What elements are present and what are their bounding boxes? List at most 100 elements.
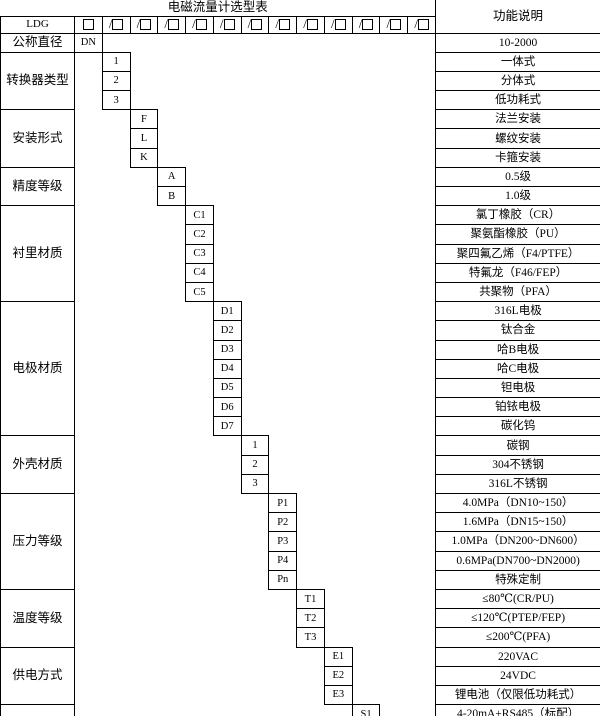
description-cell: 1.0MPa（DN200~DN600） [435,531,600,552]
code-slot-7[interactable]: / [268,15,298,34]
spacer-cell [74,71,103,91]
row-label: 压力等级 [0,493,75,590]
spacer-cell [241,359,435,378]
row-label: 公称直径 [0,32,75,53]
code-cell: C5 [185,281,214,303]
table-row: P2 1.6MPa（DN15~150） [1,512,600,533]
spacer-cell [74,435,242,456]
code-cell: E1 [323,646,353,667]
description-cell: 聚四氟乙烯（F4/PTFE） [435,244,600,264]
code-slot-4[interactable]: / [185,15,214,34]
code-slot-5[interactable]: / [212,15,242,34]
table-row: 供电方式 E1 220VAC [0,646,600,706]
spacer-cell [213,206,435,225]
spacer-cell [74,340,214,360]
description-cell: 1.6MPa（DN15~150） [435,512,600,533]
spacer-cell [130,71,436,90]
code-slot-11[interactable]: / [379,15,409,34]
code-cell: E3 [323,684,353,706]
code-slot-1[interactable]: / [101,15,131,34]
row-label: 温度等级 [0,589,75,648]
code-slot-9[interactable]: / [323,15,353,34]
code-cell: T3 [296,627,325,648]
spacer-cell [74,551,270,571]
square-box-icon [334,19,346,30]
code-cell: D1 [212,301,242,322]
slash-icon: / [358,16,363,31]
table-row: T3 ≤200℃(PFA) [1,627,600,648]
code-cell: T1 [296,588,325,610]
table-row: 3 低功耗式 [1,90,600,111]
table-row: C3 聚四氟乙烯（F4/PTFE） [1,243,600,264]
spacer-cell [213,225,435,244]
spacer-cell [74,205,187,225]
description-cell: 316L不锈钢 [435,474,600,495]
spacer-cell [74,416,214,436]
description-cell: 哈C电极 [435,359,600,379]
code-cell: D7 [212,416,242,437]
spacer-cell [241,398,435,417]
spacer-cell [324,609,435,628]
table-row: P3 1.0MPa（DN200~DN600） [1,531,600,552]
description-cell: 24VDC [435,666,600,686]
code-slot-0[interactable] [74,15,103,34]
table-row: 2 分体式 [1,70,600,92]
description-cell: ≤200℃(PFA) [435,627,600,648]
code-slot-2[interactable]: / [129,15,159,34]
description-cell: 卡箍安装 [435,148,600,168]
spacer-cell [130,52,436,71]
description-cell: 碳化钨 [435,416,600,437]
spacer-cell [297,513,436,532]
table-row: 信号输出 S1 4-20mA+RS485（标配） [0,704,600,716]
description-cell: 0.5级 [435,167,600,188]
table-row: D4 哈C电极 [1,358,600,379]
code-slot-10[interactable]: / [351,15,381,34]
row-label: 精度等级 [0,167,75,207]
description-cell: 低功耗式 [435,90,600,111]
description-cell: 特氟龙（F46/FEP） [435,263,600,283]
square-box-icon [195,19,207,30]
spacer-cell [74,148,131,168]
code-cell: DN [74,32,103,53]
spacer-cell [74,474,242,494]
row-label: 电极材质 [0,301,75,437]
spacer-cell [269,455,436,474]
spacer-cell [74,128,131,149]
spacer-cell [74,186,159,206]
table-row: 压力等级 P1 4.0MPa（DN10~150） [0,492,600,590]
code-slot-6[interactable]: / [240,15,270,34]
code-slot-8[interactable]: / [296,15,325,34]
row-label: 衬里材质 [0,205,75,303]
spacer-cell [74,282,187,302]
spacer-cell [241,417,435,436]
slash-icon: / [108,16,113,31]
code-cell: C2 [185,224,214,245]
spacer-cell [74,90,103,110]
description-cell: 钽电极 [435,378,600,399]
spacer-cell [74,109,131,129]
spacer-cell [186,187,436,206]
spacer-cell [74,52,103,72]
code-cell: K [129,147,159,168]
code-cell: P2 [268,512,298,533]
table-row: 温度等级 T1 ≤80℃(CR/PU) [0,588,600,648]
spacer-cell [74,704,353,716]
row-label: 信号输出 [0,704,75,716]
description-cell: 316L电极 [435,301,600,322]
spacer-cell [74,685,325,705]
description-cell: 哈B电极 [435,340,600,360]
description-cell: 10-2000 [435,32,600,53]
spacer-cell [213,282,435,301]
square-box-icon [251,19,263,30]
code-slot-3[interactable]: / [157,15,187,34]
code-cell: 1 [101,51,131,72]
description-cell: 304不锈钢 [435,455,600,475]
spacer-cell [241,321,435,340]
slash-icon: / [136,16,141,31]
spacer-cell [213,244,435,263]
square-box-icon [223,19,235,30]
description-cell: 0.6MPa(DN700~DN2000) [435,551,600,571]
code-slot-12[interactable]: / [407,15,437,34]
spacer-cell [74,244,187,264]
